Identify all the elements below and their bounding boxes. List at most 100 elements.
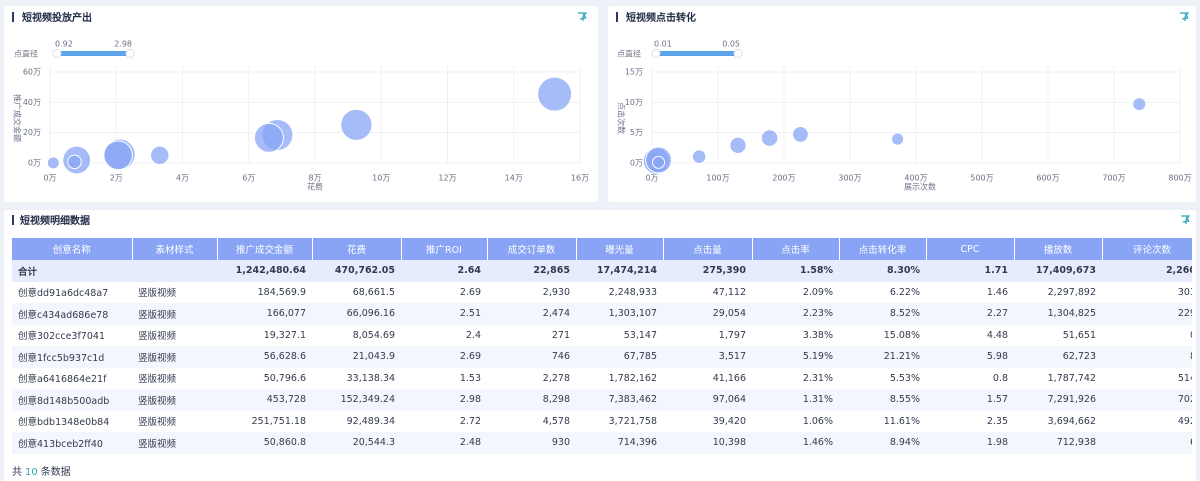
export-icon[interactable]	[578, 12, 588, 21]
column-header: 成交订单数	[487, 238, 577, 260]
cell: 41,166	[663, 367, 752, 389]
column-header: 创意名称	[12, 238, 133, 260]
cell: 2,248,933	[576, 281, 663, 303]
cell: 2.98	[401, 389, 487, 411]
cell: 8.52%	[839, 303, 926, 325]
size-legend-bar	[57, 51, 130, 56]
cell: 7,291,926	[1014, 389, 1102, 411]
cell: 8.55%	[839, 389, 926, 411]
detail-table: 创意名称 素材样式 推广成交金额 花费 推广ROI 成交订单数 曝光量 点击量 点击率 点击转化率…	[12, 238, 1192, 454]
footer: 共 10 条数据	[12, 463, 71, 478]
cell: 6.22%	[839, 281, 926, 303]
size-handle[interactable]	[52, 49, 62, 58]
cell: 竖版视频	[132, 303, 217, 325]
cell: 1.53	[401, 367, 487, 389]
x-tick-label: 8万	[308, 174, 321, 183]
cell: 514	[1102, 367, 1192, 389]
cell: 97,064	[663, 389, 752, 411]
export-icon[interactable]	[1181, 215, 1191, 224]
cell: 合计	[12, 260, 132, 282]
cell: 创意302cce3f7041	[12, 324, 132, 346]
header-row: 创意名称 素材样式 推广成交金额 花费 推广ROI 成交订单数 曝光量 点击量 点击率 点击转化率…	[12, 238, 1192, 260]
footer-text: 共	[12, 467, 22, 478]
cell: 275,390	[663, 260, 752, 282]
cell: 3,517	[663, 346, 752, 368]
cell: 702	[1102, 389, 1192, 411]
cell: 2.27	[926, 303, 1014, 325]
cell: 3,694,662	[1014, 410, 1102, 432]
size-handle[interactable]	[651, 49, 661, 58]
x-axis-label: 花费	[307, 182, 323, 192]
cell: 184,569.9	[217, 281, 312, 303]
total-row: 合计 1,242,480.64 470,762.05 2.64 22,865 17,474…	[12, 260, 1192, 282]
cell: 62,723	[1014, 346, 1102, 368]
cell: 66,096.16	[312, 303, 401, 325]
cell: 8.94%	[839, 432, 926, 454]
x-tick-label: 0万	[645, 174, 658, 183]
cell: 2.48	[401, 432, 487, 454]
cell: 2.09%	[752, 281, 839, 303]
bubble	[537, 76, 573, 112]
cell: 21.21%	[839, 346, 926, 368]
column-header: 播放数	[1014, 238, 1103, 260]
cell: 7,383,462	[576, 389, 663, 411]
cell: 1,787,742	[1014, 367, 1102, 389]
y-tick-label: 5万	[630, 128, 643, 137]
x-tick-label: 200万	[772, 174, 795, 183]
cell: 746	[487, 346, 576, 368]
data-row: 创意c434ad686e78 竖版视频 166,077 66,096.16 2.51 2,…	[12, 303, 1192, 325]
x-tick-label: 16万	[571, 174, 589, 183]
y-tick-label: 20万	[23, 128, 41, 137]
cell: 229	[1102, 303, 1192, 325]
size-handle[interactable]	[125, 49, 135, 58]
cell: 创意8d148b500adb	[12, 389, 132, 411]
bubble	[150, 145, 170, 166]
data-row: 创意413bceb2ff40 竖版视频 50,860.8 20,544.3 2.48 93…	[12, 432, 1192, 454]
cell: 303	[1102, 281, 1192, 303]
size-handle[interactable]	[733, 49, 743, 58]
cell: 创意1fcc5b937c1d	[12, 346, 132, 368]
cell: 创意413bceb2ff40	[12, 432, 132, 454]
cell: 创意dd91a6dc48a7	[12, 281, 132, 303]
cell: 19,327.1	[217, 324, 312, 346]
y-tick-label: 15万	[625, 68, 643, 77]
cell: 712,938	[1014, 432, 1102, 454]
cell: 6	[1102, 432, 1192, 454]
cell: 5.53%	[839, 367, 926, 389]
cell: 1.57	[926, 389, 1014, 411]
cell: 53,147	[576, 324, 663, 346]
x-tick-label: 2万	[110, 174, 123, 183]
cell: 0	[1102, 324, 1192, 346]
cell: 2.69	[401, 281, 487, 303]
bubble	[792, 126, 809, 143]
bubble	[891, 132, 905, 146]
x-tick-label: 14万	[505, 174, 523, 183]
cell: 17,474,214	[576, 260, 663, 282]
cell: 1.06%	[752, 410, 839, 432]
cell: 1.98	[926, 432, 1014, 454]
size-max: 2.98	[114, 40, 132, 49]
x-axis-label: 展示次数	[904, 182, 936, 192]
title-marker	[12, 215, 14, 225]
cell: 2.31%	[752, 367, 839, 389]
cell: 2.4	[401, 324, 487, 346]
cell: 2,930	[487, 281, 576, 303]
column-header: 曝光量	[576, 238, 664, 260]
column-header: 花费	[312, 238, 402, 260]
cell: 56,628.6	[217, 346, 312, 368]
table-title: 短视频明细数据	[20, 214, 90, 227]
size-legend-label: 点直径	[14, 49, 38, 59]
cell: 152,349.24	[312, 389, 401, 411]
export-icon[interactable]	[1180, 12, 1190, 21]
cell: 29,054	[663, 303, 752, 325]
cell: 714,396	[576, 432, 663, 454]
size-min: 0.01	[654, 40, 672, 49]
cell: 2.69	[401, 346, 487, 368]
cell: 1,242,480.64	[217, 260, 312, 282]
bubble	[1132, 97, 1147, 112]
cell: 8,298	[487, 389, 576, 411]
x-tick-label: 0万	[43, 174, 56, 183]
cell: 2,260	[1102, 260, 1192, 282]
